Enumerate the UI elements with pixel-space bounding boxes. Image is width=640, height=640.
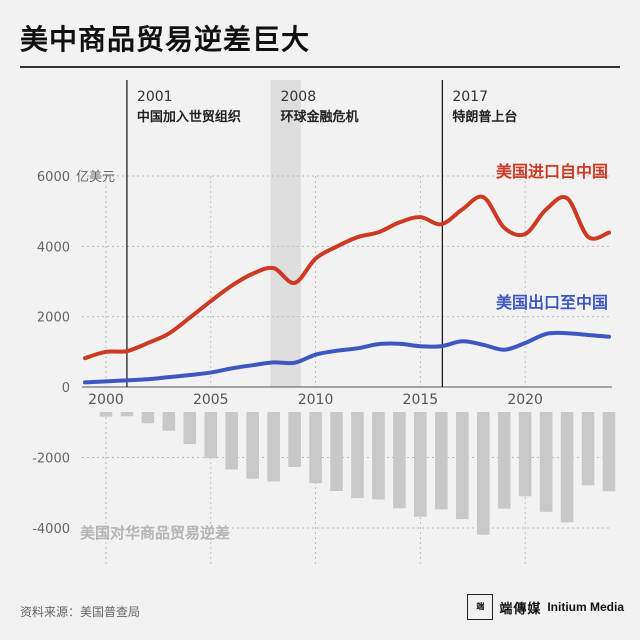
y-tick-label: -2000 <box>32 452 70 467</box>
y-tick-label: -4000 <box>32 522 70 537</box>
deficit-bar <box>99 412 113 417</box>
x-tick-label: 2020 <box>507 392 543 408</box>
deficit-bar <box>246 412 259 479</box>
deficit-bar <box>162 412 176 431</box>
deficit-series-label: 美国对华商品贸易逆差 <box>80 524 230 542</box>
event-label: 特朗普上台 <box>452 109 517 125</box>
source-note: 资料来源：美国普查局 <box>20 605 141 619</box>
x-tick-label: 2000 <box>88 392 124 408</box>
deficit-bar <box>309 412 322 484</box>
deficit-bar <box>476 412 490 535</box>
title-divider <box>20 66 620 68</box>
deficit-bar <box>455 412 469 520</box>
deficit-bar <box>330 412 343 491</box>
y-tick-label: 6000 <box>37 170 70 185</box>
event-label: 中国加入世贸组织 <box>137 109 241 125</box>
deficit-bar <box>225 412 239 470</box>
deficit-bar <box>351 412 364 499</box>
import-line <box>83 194 611 361</box>
initium-logo-icon: 端 <box>467 594 494 620</box>
deficit-bar <box>393 412 406 509</box>
y-unit-label: 亿美元 <box>76 170 115 185</box>
deficit-bar <box>497 412 511 509</box>
crisis-band <box>270 80 301 387</box>
deficit-bar <box>414 412 427 517</box>
event-year: 2017 <box>452 89 488 105</box>
y-tick-label: 0 <box>62 381 70 396</box>
event-label: 环球金融危机 <box>280 109 358 125</box>
deficit-bar <box>183 412 197 445</box>
event-year: 2001 <box>137 89 173 105</box>
x-tick-label: 2015 <box>403 392 439 408</box>
brand: 端 端傳媒 Initium Media <box>467 594 624 620</box>
deficit-bar <box>204 412 218 459</box>
event-year: 2008 <box>280 89 316 105</box>
export-line <box>83 330 611 385</box>
brand-name-en: Initium Media <box>547 600 624 614</box>
import-series-label: 美国进口自中国 <box>496 162 608 181</box>
deficit-bar <box>518 412 532 497</box>
deficit-bar <box>435 412 448 510</box>
brand-name-cn: 端傳媒 <box>499 601 542 617</box>
deficit-bar <box>581 412 595 486</box>
deficit-bar <box>560 412 574 523</box>
deficit-bar <box>267 412 280 482</box>
deficit-bar <box>120 412 134 417</box>
x-tick-label: 2005 <box>193 392 229 408</box>
deficit-bar <box>539 412 553 512</box>
chart-title: 美中商品贸易逆差巨大 <box>20 23 311 56</box>
y-tick-label: 4000 <box>37 240 70 255</box>
deficit-bar <box>288 412 301 468</box>
x-tick-label: 2010 <box>298 392 334 408</box>
y-tick-label: 2000 <box>37 311 70 326</box>
deficit-bar <box>372 412 385 500</box>
export-series-label: 美国出口至中国 <box>496 293 608 312</box>
deficit-bar <box>141 412 155 424</box>
deficit-bar <box>602 412 616 492</box>
